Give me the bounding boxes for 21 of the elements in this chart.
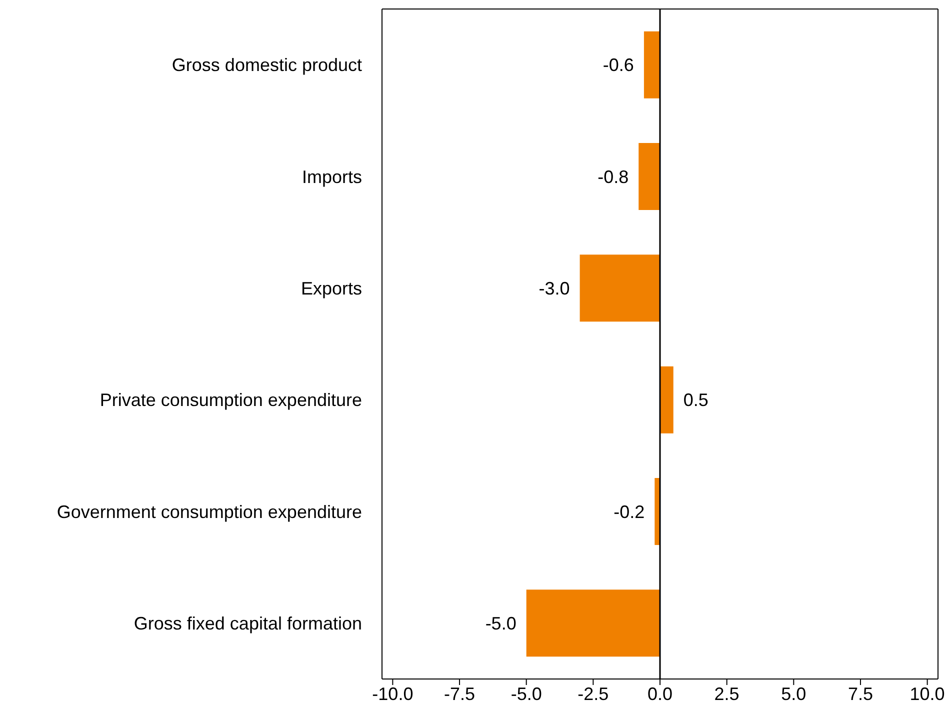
x-tick-label: -5.0: [510, 684, 542, 704]
y-tick-label: Private consumption expenditure: [100, 390, 362, 410]
x-tick-label: 10.0: [910, 684, 945, 704]
y-tick-label: Government consumption expenditure: [56, 502, 362, 522]
x-tick-label: -10.0: [372, 684, 414, 704]
x-tick-label: 0.0: [647, 684, 673, 704]
y-tick-label: Exports: [300, 278, 362, 299]
data-label: -5.0: [485, 613, 516, 634]
y-tick-label: Imports: [302, 166, 362, 187]
data-label: 0.5: [683, 390, 708, 410]
x-tick-label: -2.5: [578, 684, 609, 704]
x-tick-label: 5.0: [781, 684, 806, 704]
data-label: -0.2: [614, 502, 645, 522]
x-tick-label: -7.5: [444, 684, 476, 704]
x-tick-label: 2.5: [714, 684, 740, 704]
data-label: -3.0: [538, 278, 570, 298]
y-tick-label: Gross domestic product: [172, 55, 362, 76]
x-tick-label: 7.5: [848, 684, 873, 704]
data-label: -0.6: [602, 55, 634, 76]
y-tick-label: Gross fixed capital formation: [134, 614, 362, 634]
data-label: -0.8: [598, 166, 629, 187]
